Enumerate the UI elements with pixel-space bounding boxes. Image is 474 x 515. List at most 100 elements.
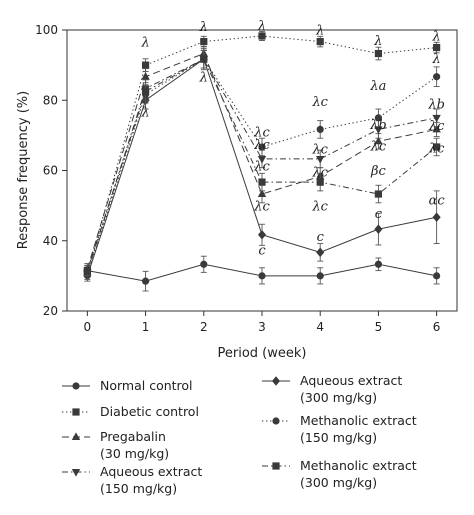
legend-marker: [72, 408, 80, 416]
legend-label: (150 mg/kg): [300, 430, 377, 445]
x-tick-label: 5: [375, 320, 383, 334]
significance-label: λc: [253, 126, 270, 141]
data-point: [432, 114, 441, 123]
x-tick-label: 0: [84, 320, 92, 334]
legend-label: (30 mg/kg): [100, 446, 169, 461]
data-point: [433, 43, 441, 52]
legend-label: Pregabalin: [100, 429, 166, 444]
significance-label: λ: [199, 20, 208, 35]
data-point: [316, 37, 324, 46]
significance-label: λc: [311, 95, 328, 110]
data-point: [316, 272, 324, 280]
data-point: [374, 260, 383, 268]
legend-item-1: Normal control: [62, 378, 193, 393]
legend-label: Methanolic extract: [300, 458, 417, 473]
significance-label: λ: [373, 34, 382, 49]
legend-label: (150 mg/kg): [100, 481, 177, 496]
significance-label: λc: [311, 142, 328, 157]
axes: 20 40 60 80 100 0 1 2 3 4 5 6: [35, 23, 440, 334]
data-point: [432, 212, 441, 222]
data-point: [316, 155, 325, 164]
legend-item-7: Methanolic extract (300 mg/kg): [262, 458, 417, 490]
data-point: [433, 73, 441, 81]
data-point: [432, 124, 441, 133]
y-tick-label: 20: [43, 304, 58, 318]
legend-label: Normal control: [100, 378, 193, 393]
data-point: [200, 37, 208, 46]
series-layer: [83, 30, 441, 292]
x-tick-label: 3: [258, 320, 266, 334]
data-point: [316, 247, 325, 258]
data-point: [316, 178, 324, 186]
data-point: [141, 61, 150, 69]
data-point: [374, 136, 383, 145]
x-tick-label: 6: [433, 320, 441, 334]
x-axis-label: Period (week): [218, 346, 307, 361]
data-point: [258, 178, 266, 186]
data-point: [200, 260, 208, 268]
y-tick-label: 60: [43, 164, 58, 178]
significance-label: λ: [140, 35, 149, 50]
legend-marker: [272, 417, 280, 425]
significance-label: λc: [428, 119, 445, 134]
legend: Normal control Diabetic control Pregabalin…: [62, 373, 417, 496]
data-point: [316, 125, 324, 134]
legend-marker: [272, 462, 280, 470]
data-point: [374, 49, 383, 58]
data-point: [374, 224, 383, 234]
significance-label: λb: [369, 118, 387, 133]
data-point: [83, 267, 91, 275]
legend-label: Diabetic control: [100, 404, 199, 419]
y-tick-label: 40: [43, 234, 58, 248]
y-axis-label: Response frequency (%): [16, 91, 31, 249]
significance-label: λc: [311, 199, 328, 214]
legend-label: Methanolic extract: [300, 413, 417, 428]
legend-label: (300 mg/kg): [300, 390, 377, 405]
significance-label: αc: [429, 193, 446, 208]
legend-item-5: Aqueous extract (300 mg/kg): [262, 373, 402, 405]
legend-item-2: Diabetic control: [62, 404, 199, 419]
legend-item-3: Pregabalin (30 mg/kg): [62, 429, 169, 461]
significance-label: λc: [253, 159, 270, 174]
data-point: [141, 277, 150, 285]
data-point: [257, 189, 267, 197]
x-tick-label: 1: [142, 320, 150, 334]
significance-label: λa: [369, 79, 386, 94]
significance-label: c: [317, 230, 325, 245]
data-point: [141, 72, 150, 80]
significance-label: λ: [315, 24, 324, 39]
data-point: [433, 272, 441, 280]
significance-label: λc: [428, 141, 445, 156]
significance-label: λ: [140, 106, 149, 121]
significance-label: c: [258, 244, 266, 259]
legend-label: (300 mg/kg): [300, 475, 377, 490]
legend-item-4: Aqueous extract (150 mg/kg): [62, 464, 202, 496]
significance-label: λc: [253, 199, 270, 214]
legend-marker: [71, 469, 81, 477]
series-7: [83, 49, 441, 277]
data-point: [258, 143, 266, 151]
legend-item-6: Methanolic extract (150 mg/kg): [262, 413, 417, 445]
x-tick-label: 4: [316, 320, 324, 334]
significance-label: λc: [370, 140, 387, 155]
legend-marker: [271, 376, 281, 386]
significance-label: λb: [427, 97, 445, 112]
data-point: [374, 114, 383, 122]
legend-marker: [71, 432, 81, 440]
data-point: [200, 55, 208, 63]
y-tick-label: 80: [43, 93, 58, 107]
legend-marker: [72, 382, 80, 390]
y-tick-label: 100: [35, 23, 58, 37]
legend-label: Aqueous extract: [100, 464, 202, 479]
data-point: [258, 32, 266, 40]
legend-label: Aqueous extract: [300, 373, 402, 388]
data-point: [257, 229, 267, 240]
significance-label: c: [375, 207, 383, 222]
significance-label: λ: [257, 19, 266, 34]
data-point: [257, 155, 267, 164]
data-point: [141, 87, 150, 96]
significance-label: λc: [311, 165, 328, 180]
significance-label: βc: [370, 164, 387, 179]
